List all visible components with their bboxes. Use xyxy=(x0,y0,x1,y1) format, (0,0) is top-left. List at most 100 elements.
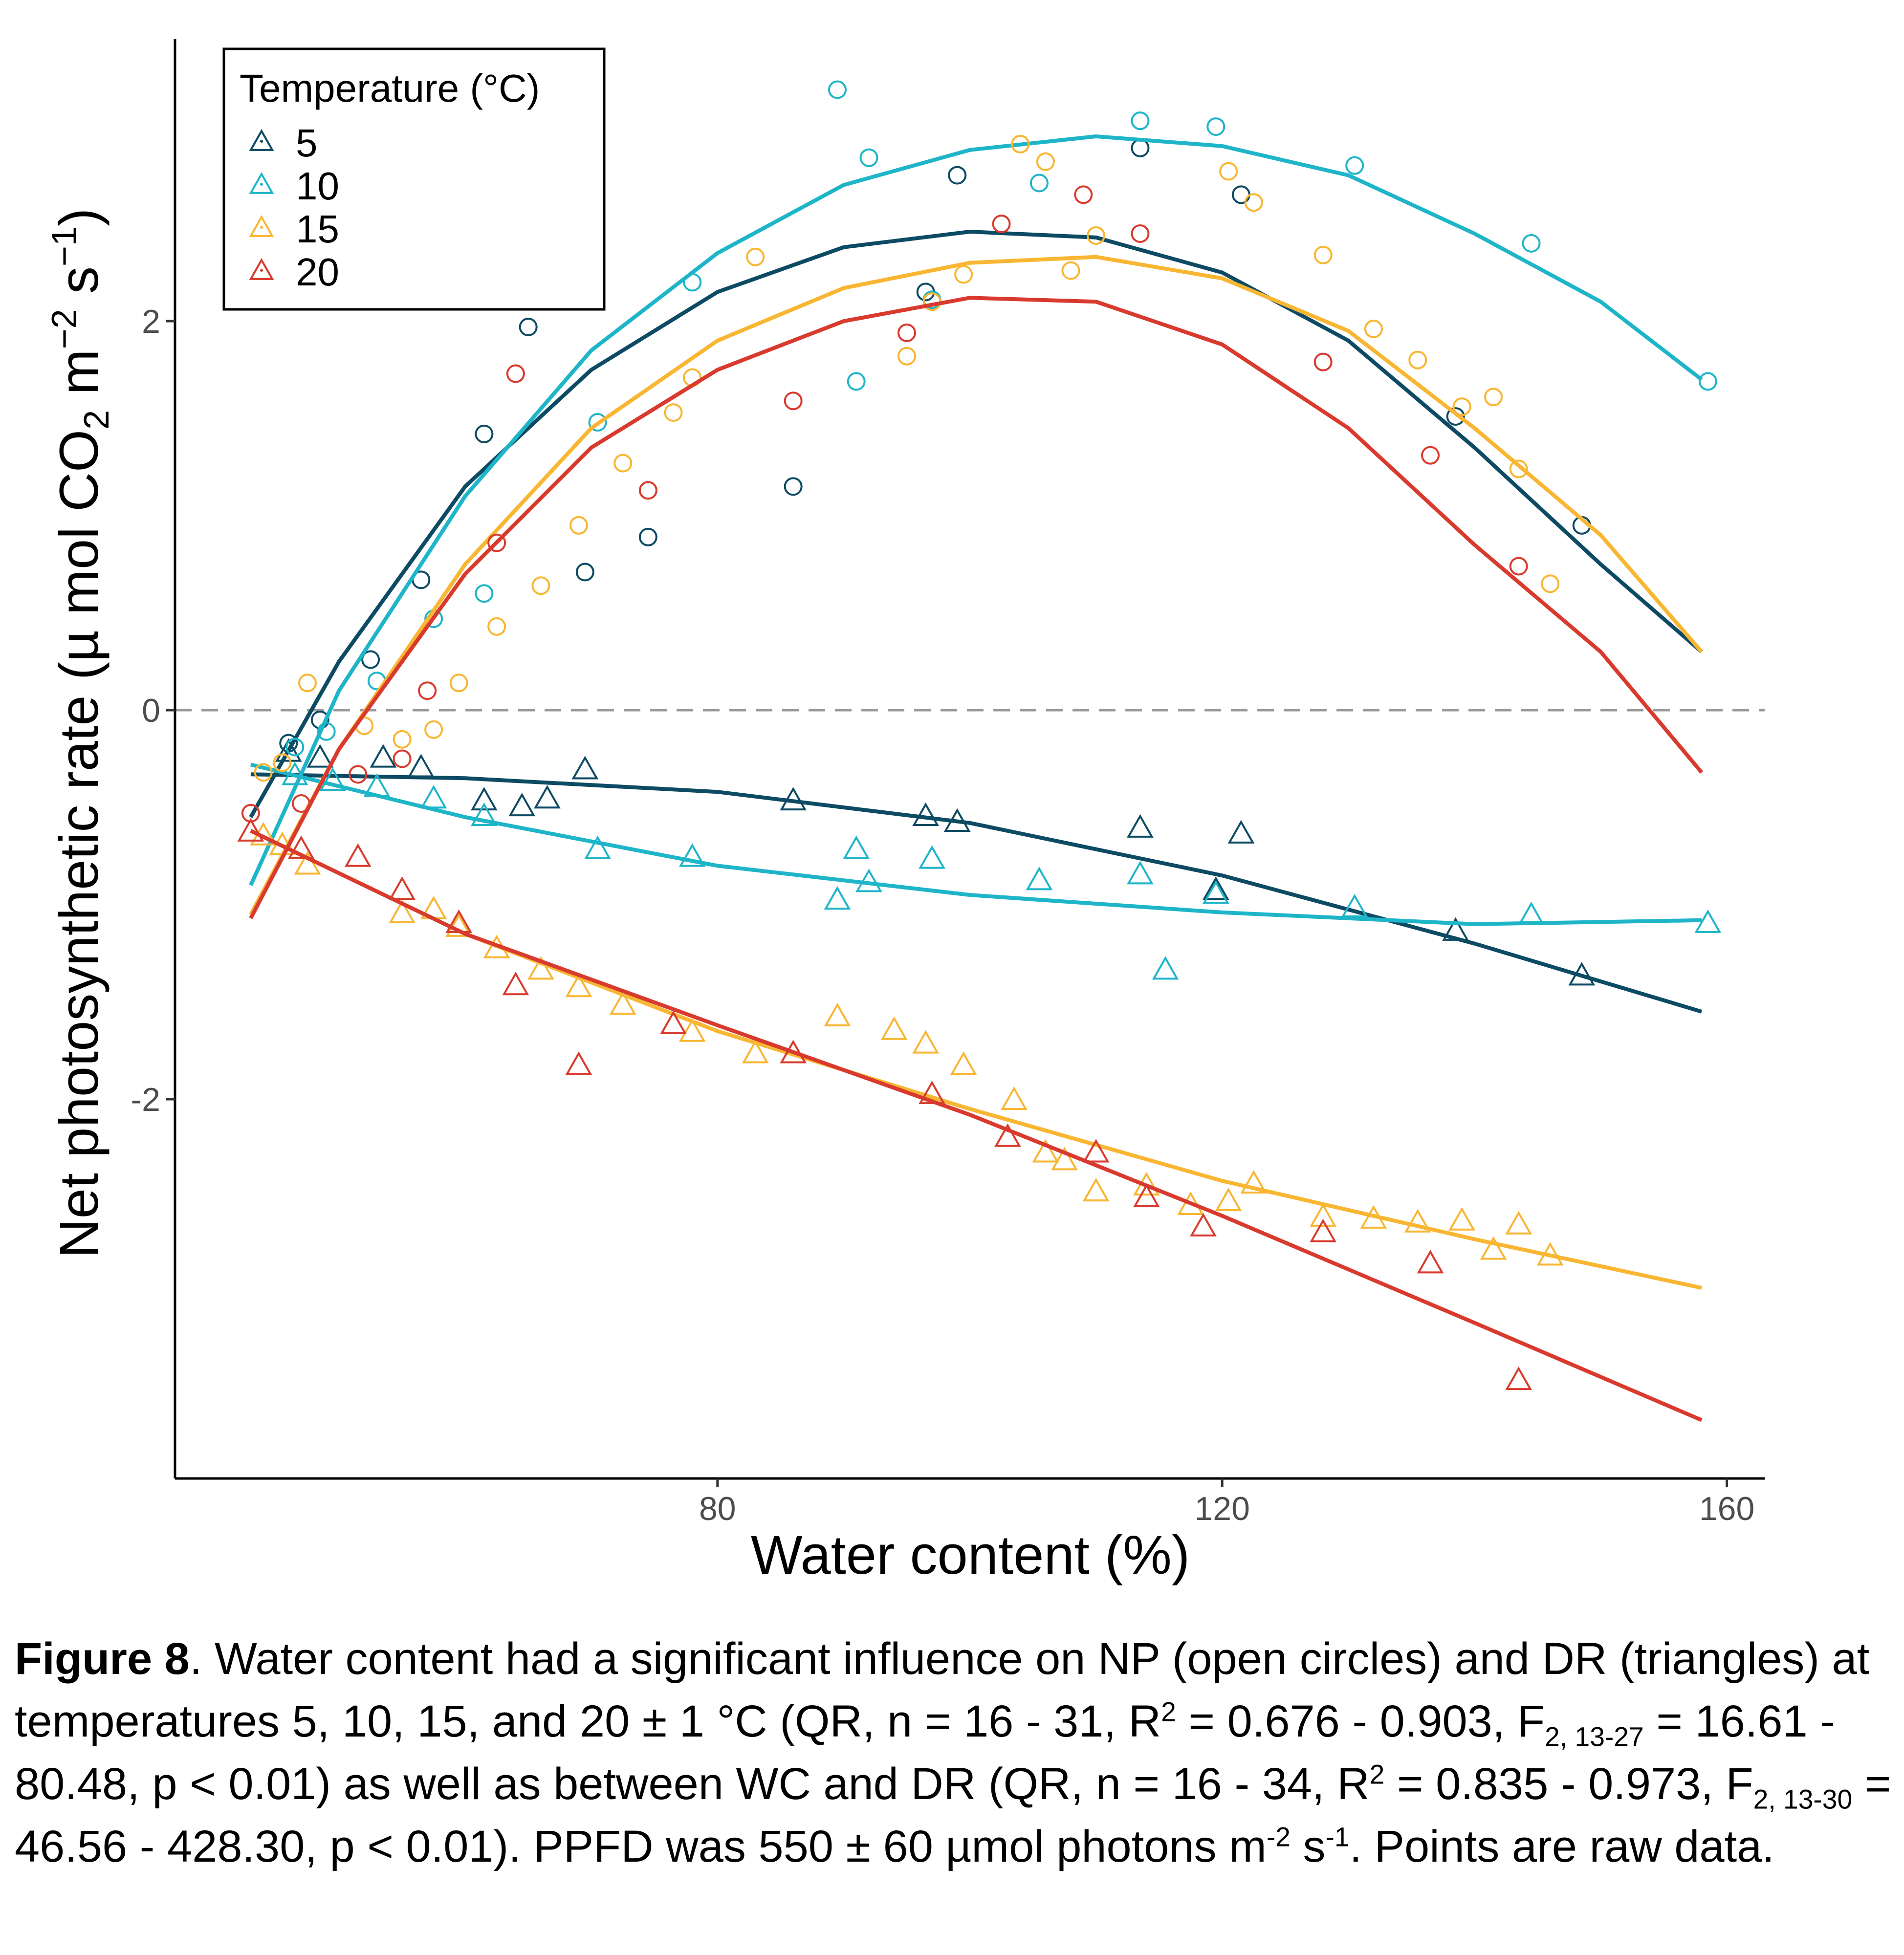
dr-point xyxy=(470,787,498,811)
dr-point xyxy=(678,843,706,867)
dr-point xyxy=(1240,1170,1268,1194)
legend-key-15 xyxy=(249,215,274,237)
dr-point xyxy=(824,886,851,910)
dr-point xyxy=(912,1030,940,1054)
dr-point xyxy=(1190,1213,1217,1237)
x-tick-label: 160 xyxy=(1699,1490,1754,1527)
np-point xyxy=(349,765,368,784)
np-point xyxy=(1231,185,1250,204)
y-axis-title-s: s xyxy=(48,266,109,309)
np-point xyxy=(1421,446,1440,465)
legend-key-dot xyxy=(260,226,263,229)
x-tick-label: 80 xyxy=(699,1490,736,1527)
dr-point xyxy=(950,1051,977,1075)
legend-key-dot xyxy=(260,269,263,272)
dr-point xyxy=(1310,1203,1337,1227)
dr-point xyxy=(275,738,302,762)
dr-point xyxy=(1505,1366,1532,1390)
legend-label-15: 15 xyxy=(296,207,339,251)
np-point xyxy=(449,673,468,693)
y-tick-label: 2 xyxy=(142,303,160,340)
np-point xyxy=(1219,162,1238,181)
dr-point xyxy=(527,956,554,980)
caption-text-2: = 0.676 - 0.903, F xyxy=(1176,1696,1545,1746)
y-axis-title-main: Net photosynthetic rate (µ mol CO xyxy=(48,430,109,1258)
np-point xyxy=(588,413,607,432)
legend-label-5: 5 xyxy=(296,121,318,165)
dr-point xyxy=(407,754,435,778)
np-point xyxy=(784,477,803,496)
dr-point xyxy=(843,835,870,859)
dr-point xyxy=(1448,1207,1475,1231)
dr-point xyxy=(660,1010,687,1034)
dr-point xyxy=(237,818,264,842)
dr-point xyxy=(565,1051,592,1075)
np-point xyxy=(1206,117,1226,136)
dr-point xyxy=(389,899,416,923)
dr-point xyxy=(565,974,592,998)
dr-point xyxy=(880,1016,908,1040)
np-point xyxy=(1408,350,1427,369)
caption-text-4: = 0.835 - 0.973, F xyxy=(1384,1759,1753,1809)
caption-sup-2: 2 xyxy=(1369,1759,1385,1790)
dr-point xyxy=(994,1123,1021,1147)
np-point xyxy=(575,563,594,582)
y-axis-title: Net photosynthetic rate (µ mol CO2 m−2 s… xyxy=(45,208,116,1259)
np-point xyxy=(487,617,506,636)
dr-point xyxy=(306,744,334,768)
np-point xyxy=(1036,152,1055,171)
dr-point xyxy=(534,785,561,809)
np-fit-curve xyxy=(249,255,1704,915)
np-point xyxy=(948,166,967,185)
dr-point xyxy=(445,913,473,937)
np-point xyxy=(847,372,866,391)
figure-caption: Figure 8. Water content had a significan… xyxy=(15,1628,1892,1878)
np-point xyxy=(254,763,273,782)
dr-fit-curve xyxy=(250,829,1702,1290)
dr-point xyxy=(824,1002,851,1026)
dr-point xyxy=(294,851,321,875)
np-point xyxy=(1522,234,1541,253)
np-point xyxy=(418,681,437,700)
np-fit-curve xyxy=(249,230,1703,818)
y-axis-title-close: ) xyxy=(48,208,109,226)
legend-key-dot xyxy=(260,183,263,186)
np-point xyxy=(1698,372,1717,391)
dr-point xyxy=(1202,880,1229,904)
y-axis-title-sup-b: −1 xyxy=(45,226,84,266)
np-point xyxy=(1011,134,1030,153)
np-point xyxy=(1087,226,1106,245)
np-point xyxy=(664,403,683,422)
np-point xyxy=(285,738,305,757)
np-point xyxy=(475,584,494,603)
legend-key-20 xyxy=(249,258,274,280)
np-point xyxy=(1509,459,1528,478)
dr-point xyxy=(1026,867,1053,891)
dr-point xyxy=(1000,1086,1028,1110)
np-point xyxy=(992,215,1011,234)
legend-box xyxy=(222,47,606,311)
dr-point xyxy=(344,843,372,867)
np-point xyxy=(897,323,916,342)
dr-point xyxy=(1202,876,1229,900)
chart: 80 120 160 -2 0 2 Water content (%) Net photo… xyxy=(45,39,1765,1586)
caption-text-3: = 16.61 - 80.48, p < 0.01) as well as be… xyxy=(15,1696,1835,1809)
dr-point xyxy=(319,767,346,791)
dr-point xyxy=(1341,893,1368,918)
np-point xyxy=(1509,557,1528,576)
np-point xyxy=(569,516,588,535)
np-fit-curve xyxy=(249,296,1704,919)
dr-point xyxy=(1127,861,1154,885)
np-point xyxy=(1061,261,1080,280)
dr-point xyxy=(1480,1236,1507,1260)
caption-text-6: s xyxy=(1290,1822,1326,1871)
dr-point xyxy=(1133,1183,1160,1208)
caption-sup-4: -1 xyxy=(1325,1822,1350,1852)
np-point xyxy=(784,391,803,411)
dr-point xyxy=(742,1040,769,1064)
dr-point xyxy=(1082,1177,1110,1202)
np-point xyxy=(506,364,525,383)
np-point xyxy=(1313,352,1333,371)
